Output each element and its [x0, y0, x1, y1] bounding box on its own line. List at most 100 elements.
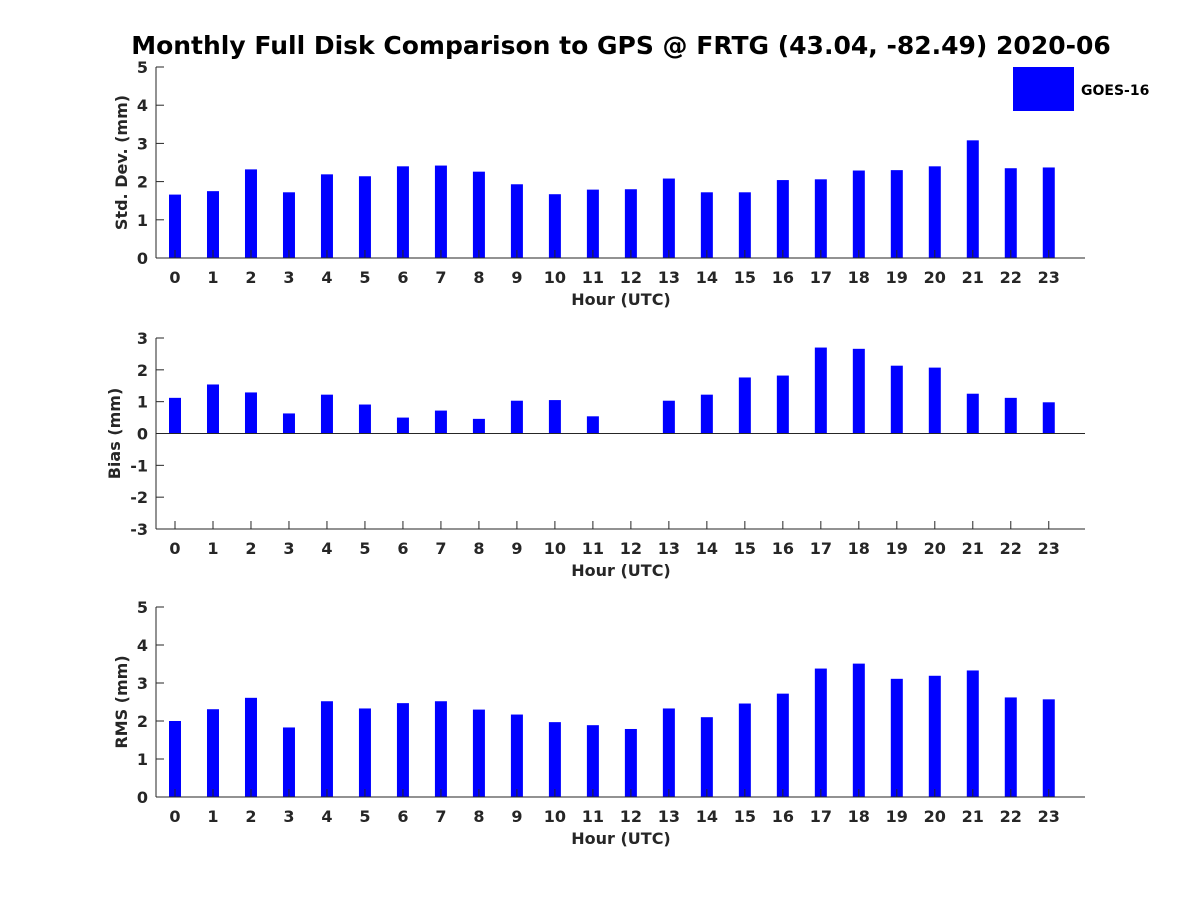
std-dev-y-axis-label: Std. Dev. (mm) — [112, 95, 131, 230]
bias-y-axis-label: Bias (mm) — [105, 388, 124, 480]
bias-xtick-label: 16 — [772, 539, 794, 558]
bias-bar-23 — [1042, 402, 1055, 434]
bias-xtick-label: 10 — [544, 539, 566, 558]
bias-ytick-label: -2 — [130, 488, 148, 507]
std-dev-x-axis-label: Hour (UTC) — [571, 290, 671, 309]
std-dev-xtick-label: 19 — [886, 268, 908, 287]
rms-bar-20 — [928, 675, 941, 797]
bias-ytick-label: 2 — [137, 361, 148, 380]
std-dev-xtick-label: 7 — [435, 268, 446, 287]
rms-bar-14 — [700, 717, 713, 797]
legend-label: GOES-16 — [1081, 83, 1149, 99]
rms-xtick-label: 14 — [696, 807, 718, 826]
bias-xtick-label: 23 — [1038, 539, 1060, 558]
rms-xtick-label: 7 — [435, 807, 446, 826]
bias-ytick-label: 0 — [137, 425, 148, 444]
std-dev-bar-14 — [700, 192, 713, 258]
std-dev-bar-9 — [510, 184, 523, 258]
bias-xtick-label: 7 — [435, 539, 446, 558]
bias-xtick-label: 3 — [283, 539, 294, 558]
rms-xtick-label: 11 — [582, 807, 604, 826]
bias-bar-11 — [586, 416, 599, 434]
bias-bar-5 — [358, 404, 371, 434]
rms-xtick-label: 3 — [283, 807, 294, 826]
rms-ytick-label: 3 — [137, 674, 148, 693]
std-dev-xtick-label: 8 — [473, 268, 484, 287]
bias-xtick-label: 12 — [620, 539, 642, 558]
std-dev-xtick-label: 9 — [511, 268, 522, 287]
std-dev-bar-12 — [624, 189, 637, 258]
bias-xtick-label: 5 — [359, 539, 370, 558]
bias-xtick-label: 21 — [962, 539, 984, 558]
bias-bar-20 — [928, 367, 941, 434]
rms-xtick-label: 21 — [962, 807, 984, 826]
rms-bar-8 — [472, 709, 485, 797]
std-dev-xtick-label: 18 — [848, 268, 870, 287]
std-dev-xtick-label: 20 — [924, 268, 946, 287]
std-dev-ytick-label: 2 — [137, 173, 148, 192]
std-dev-xtick-label: 14 — [696, 268, 718, 287]
std-dev-xtick-label: 21 — [962, 268, 984, 287]
std-dev-bar-0 — [169, 194, 181, 258]
rms-bar-13 — [662, 708, 675, 797]
rms-bar-9 — [510, 714, 523, 797]
std-dev-bar-7 — [434, 165, 447, 258]
std-dev-bar-13 — [662, 178, 675, 258]
bias-bar-17 — [814, 347, 827, 434]
rms-xtick-label: 22 — [1000, 807, 1022, 826]
rms-bar-12 — [624, 728, 637, 797]
bias-xtick-label: 0 — [169, 539, 180, 558]
rms-bar-3 — [282, 727, 295, 797]
std-dev-ytick-label: 0 — [137, 249, 148, 268]
bias-bar-8 — [472, 418, 485, 434]
bias-x-axis-label: Hour (UTC) — [571, 561, 671, 580]
legend-swatch — [1013, 67, 1074, 111]
rms-bar-15 — [738, 703, 751, 797]
legend: GOES-16 — [1013, 67, 1149, 111]
bias-xtick-label: 9 — [511, 539, 522, 558]
std-dev-bar-6 — [396, 166, 409, 258]
rms-bar-11 — [586, 725, 599, 797]
rms-bar-7 — [434, 701, 447, 797]
bias-bar-10 — [548, 400, 561, 434]
bias-xtick-label: 15 — [734, 539, 756, 558]
std-dev-ytick-label: 3 — [137, 134, 148, 153]
rms-xtick-label: 8 — [473, 807, 484, 826]
bias-bar-13 — [662, 400, 675, 434]
bias-ytick-label: -3 — [130, 520, 148, 539]
std-dev-bar-5 — [358, 176, 371, 258]
bias-xtick-label: 18 — [848, 539, 870, 558]
rms-ytick-label: 5 — [137, 598, 148, 617]
chart-title: Monthly Full Disk Comparison to GPS @ FR… — [131, 31, 1111, 60]
bias-bar-18 — [852, 348, 865, 434]
std-dev-bar-8 — [472, 171, 485, 258]
bias-bar-15 — [738, 377, 751, 434]
bias-xtick-label: 20 — [924, 539, 946, 558]
std-dev-xtick-label: 15 — [734, 268, 756, 287]
bias-bar-16 — [776, 375, 789, 434]
bias-xtick-label: 6 — [397, 539, 408, 558]
rms-bar-6 — [396, 703, 409, 797]
rms-bar-21 — [966, 670, 979, 797]
rms-xtick-label: 18 — [848, 807, 870, 826]
bias-xtick-label: 11 — [582, 539, 604, 558]
bias-ytick-label: 1 — [137, 393, 148, 412]
std-dev-ytick-label: 5 — [137, 58, 148, 77]
rms-xtick-label: 17 — [810, 807, 832, 826]
rms-xtick-label: 20 — [924, 807, 946, 826]
rms-xtick-label: 15 — [734, 807, 756, 826]
rms-y-axis-label: RMS (mm) — [112, 655, 131, 748]
bias-bar-2 — [244, 392, 257, 434]
std-dev-bar-4 — [320, 174, 333, 258]
rms-xtick-label: 0 — [169, 807, 180, 826]
bias-bar-6 — [396, 417, 409, 434]
std-dev-bar-19 — [890, 170, 903, 258]
std-dev-xtick-label: 12 — [620, 268, 642, 287]
std-dev-xtick-label: 16 — [772, 268, 794, 287]
bias-xtick-label: 13 — [658, 539, 680, 558]
bias-ytick-label: 3 — [137, 329, 148, 348]
std-dev-xtick-label: 0 — [169, 268, 180, 287]
bias-xtick-label: 2 — [245, 539, 256, 558]
